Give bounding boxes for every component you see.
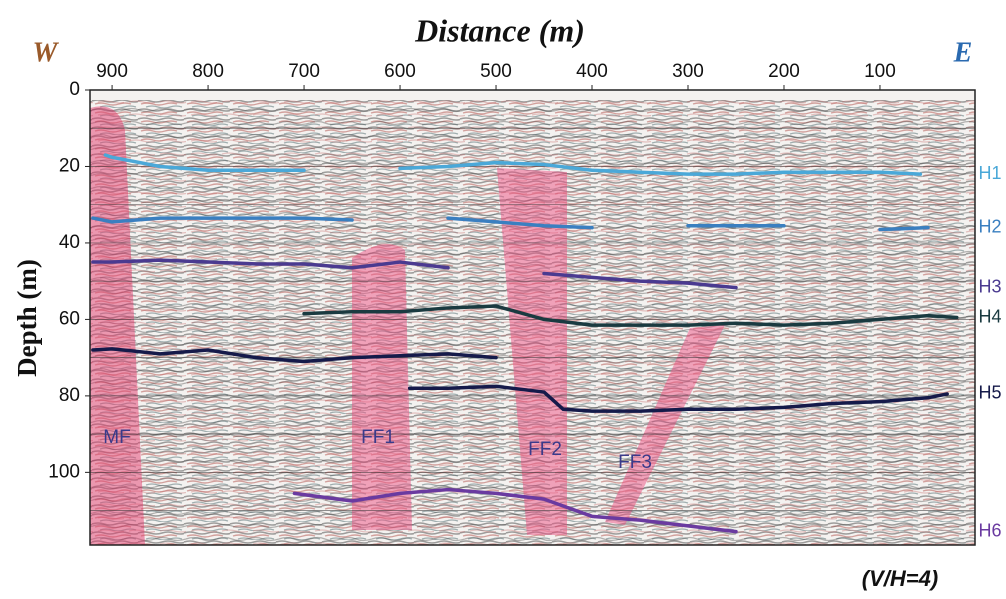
faults xyxy=(90,106,725,545)
fault-label: FF1 xyxy=(361,427,395,448)
legend-label: H6 xyxy=(978,520,1001,540)
x-tick-label: 600 xyxy=(384,61,416,82)
y-tick-label: 0 xyxy=(69,79,80,100)
legend-label: H1 xyxy=(978,163,1001,183)
fault-label: MF xyxy=(103,427,130,448)
y-tick-label: 20 xyxy=(59,155,80,176)
x-tick-label: 300 xyxy=(672,61,704,82)
fault-ff1 xyxy=(352,244,412,530)
legend-label: H5 xyxy=(978,383,1001,403)
horizon-line xyxy=(91,258,738,290)
horizon-line xyxy=(302,304,959,327)
fault-label: FF3 xyxy=(618,452,652,473)
x-tick-label: 500 xyxy=(480,61,512,82)
x-tick-label: 200 xyxy=(768,61,800,82)
y-tick-label: 60 xyxy=(59,308,80,329)
fault-mf xyxy=(90,106,145,545)
legend-label: H4 xyxy=(978,306,1001,326)
x-tick-label: 400 xyxy=(576,61,608,82)
horizon-line xyxy=(292,487,738,534)
y-tick-label: 100 xyxy=(48,461,80,482)
horizon-line xyxy=(103,153,923,176)
x-tick-label: 100 xyxy=(864,61,896,82)
horizon-line xyxy=(91,216,930,232)
east-label: E xyxy=(953,37,973,68)
legend-label: H3 xyxy=(978,276,1001,296)
legend-label: H2 xyxy=(978,216,1001,236)
chart-title: Distance (m) xyxy=(414,12,585,48)
x-tick-label: 900 xyxy=(96,61,128,82)
x-tick-label: 700 xyxy=(288,61,320,82)
plot-frame xyxy=(89,89,976,546)
y-tick-label: 80 xyxy=(59,385,80,406)
grid xyxy=(90,127,975,511)
fault-ff3 xyxy=(605,325,725,525)
ratio-note: (V/H=4) xyxy=(862,566,938,591)
horizons xyxy=(91,153,959,534)
y-tick-label: 40 xyxy=(59,232,80,253)
y-axis-label: Depth (m) xyxy=(12,259,42,377)
x-tick-label: 800 xyxy=(192,61,224,82)
horizon-line xyxy=(91,347,949,413)
fault-label: FF2 xyxy=(528,439,562,460)
fault-ff2 xyxy=(497,168,567,535)
west-label: W xyxy=(33,37,60,68)
